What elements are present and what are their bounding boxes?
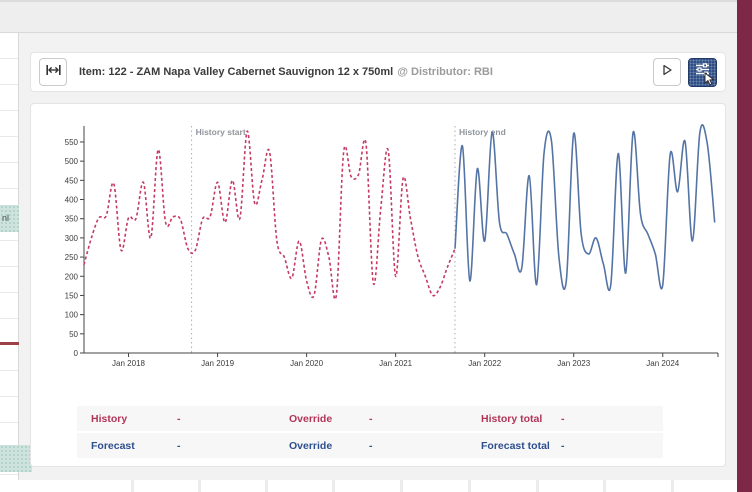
summary-label: Forecast bbox=[91, 439, 135, 452]
item-title: Item: 122 - ZAM Napa Valley Cabernet Sau… bbox=[79, 66, 493, 78]
marker-label: History start bbox=[196, 127, 246, 137]
top-background-band bbox=[0, 0, 737, 33]
chart-settings-button[interactable] bbox=[688, 57, 717, 87]
item-title-text: Item: 122 - ZAM Napa Valley Cabernet Sau… bbox=[79, 66, 394, 78]
y-tick-label: 0 bbox=[74, 349, 79, 358]
summary-label: Forecast total bbox=[481, 439, 550, 452]
y-tick-label: 150 bbox=[65, 291, 79, 300]
background-grid-row bbox=[0, 480, 737, 492]
item-header-card: Item: 122 - ZAM Napa Valley Cabernet Sau… bbox=[30, 52, 726, 92]
selected-table-cell[interactable] bbox=[0, 445, 32, 472]
grid-cell[interactable] bbox=[606, 480, 671, 492]
y-tick-label: 100 bbox=[65, 311, 79, 320]
y-tick-label: 550 bbox=[65, 138, 79, 147]
summary-label: History total bbox=[481, 412, 543, 425]
selected-table-row[interactable]: nl bbox=[0, 205, 19, 232]
summary-value: - bbox=[177, 439, 181, 452]
x-tick-label: Jan 2023 bbox=[557, 359, 590, 368]
y-tick-label: 200 bbox=[65, 272, 79, 281]
grid-cell[interactable] bbox=[0, 480, 131, 492]
x-tick-label: Jan 2021 bbox=[379, 359, 412, 368]
expand-width-button[interactable] bbox=[39, 58, 67, 86]
y-tick-label: 250 bbox=[65, 253, 79, 262]
grid-cell[interactable] bbox=[471, 480, 536, 492]
grid-cell[interactable] bbox=[539, 480, 603, 492]
forecast-chart-card: History start History end 0 50 100 150 200 250 3… bbox=[30, 103, 726, 467]
table-red-divider bbox=[0, 342, 19, 345]
y-tick-label: 500 bbox=[65, 157, 79, 166]
summary-label: Override bbox=[289, 439, 333, 452]
summary-label: History bbox=[91, 412, 128, 425]
grid-cell[interactable] bbox=[403, 480, 468, 492]
run-forecast-button[interactable] bbox=[653, 58, 681, 86]
forecast-summary-row: Forecast - Override - Forecast total - bbox=[77, 433, 663, 458]
summary-label: Override bbox=[289, 412, 333, 425]
y-tick-label: 50 bbox=[69, 330, 78, 339]
forecast-chart: History start History end 0 50 100 150 200 250 3… bbox=[65, 124, 719, 368]
y-tick-label: 350 bbox=[65, 215, 79, 224]
play-icon bbox=[660, 63, 674, 82]
expand-horizontal-icon bbox=[45, 63, 61, 81]
x-tick-label: Jan 2018 bbox=[112, 359, 145, 368]
grid-cell[interactable] bbox=[335, 480, 400, 492]
summary-value: - bbox=[177, 412, 181, 425]
series-forecast-line bbox=[454, 124, 716, 292]
y-tick-label: 450 bbox=[65, 176, 79, 185]
x-tick-label: Jan 2022 bbox=[468, 359, 501, 368]
y-tick-label: 400 bbox=[65, 196, 79, 205]
x-tick-label: Jan 2020 bbox=[290, 359, 323, 368]
mouse-cursor bbox=[704, 71, 717, 91]
grid-cell[interactable] bbox=[134, 480, 198, 492]
marker-label: History end bbox=[459, 127, 506, 137]
summary-value: - bbox=[561, 412, 565, 425]
series-history-line bbox=[83, 130, 456, 300]
summary-value: - bbox=[561, 439, 565, 452]
x-tick-label: Jan 2019 bbox=[201, 359, 234, 368]
x-tick-label: Jan 2024 bbox=[646, 359, 679, 368]
distributor-label: @ Distributor: RBI bbox=[397, 66, 493, 78]
grid-cell[interactable] bbox=[268, 480, 332, 492]
summary-value: - bbox=[369, 439, 373, 452]
background-table-sliver: nl bbox=[0, 33, 19, 480]
grid-cell[interactable] bbox=[201, 480, 265, 492]
y-tick-label: 300 bbox=[65, 234, 79, 243]
history-summary-row: History - Override - History total - bbox=[77, 406, 663, 431]
grid-cell[interactable] bbox=[674, 480, 737, 492]
right-edge-strip bbox=[737, 0, 752, 492]
summary-value: - bbox=[369, 412, 373, 425]
